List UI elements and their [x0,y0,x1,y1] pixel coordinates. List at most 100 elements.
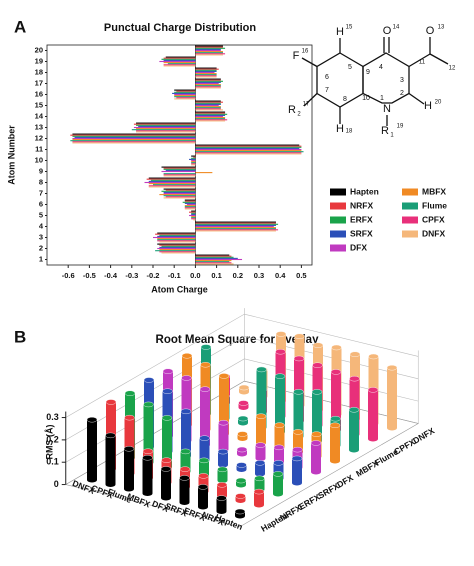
atom-label: 19 [397,124,404,130]
bar [163,173,196,175]
bar [273,473,283,494]
bar [218,451,228,465]
bar-top [162,368,174,374]
bar [195,115,223,118]
bar-top [310,440,322,446]
bond [408,92,425,105]
bar [195,222,276,224]
bar [195,74,217,76]
legend-label: MBFX [422,186,446,196]
bar-top [349,375,360,382]
bar [195,145,302,147]
legend-label: Hapten [350,186,379,196]
bar [161,245,196,247]
bar [254,478,265,490]
bar-top [311,389,323,395]
atom-label: 11 [419,60,426,66]
bar-top [274,422,285,428]
bar [133,126,196,129]
bar [191,164,196,166]
bar [195,52,223,54]
bar [274,447,284,463]
bar [133,123,196,125]
y-axis-title: Atom Number [6,125,16,185]
bar [174,89,196,91]
bar-top [218,373,230,379]
bar [293,391,304,437]
legend-swatch [402,188,418,196]
bar [176,90,196,92]
bar [195,153,302,155]
bar [105,435,116,485]
bar [195,147,300,149]
bar [72,139,196,141]
bar-top [329,422,341,428]
x-tick-label: -0.1 [168,271,181,280]
bar [136,130,196,132]
bar-top [330,416,341,422]
y-axis-title: RMS (Å) [44,425,54,460]
atom-label: 8 [343,96,347,103]
bar-top [162,388,173,394]
bar-top [218,420,229,426]
bar-top [235,477,247,484]
bond [301,57,318,68]
bar [195,113,228,115]
bar [195,254,230,256]
bar [184,206,196,208]
bar [195,68,219,70]
bar [159,60,196,63]
bar [131,129,196,131]
bar [349,409,359,450]
bar [254,491,264,505]
bar [195,47,226,49]
bar [172,92,196,94]
bar [144,181,196,184]
bar-top [291,455,303,462]
bar-top [274,373,286,379]
atom-label: 17 [303,102,310,108]
bond [303,93,318,107]
bar [163,191,196,193]
bar [195,107,221,109]
bar [387,367,397,428]
y-tick-label: 11 [35,144,43,153]
bar-top [124,390,136,396]
bar [159,244,196,246]
bar [195,82,219,85]
bar [179,477,190,503]
bar-top [105,399,117,405]
y-tick-label: 8 [39,177,43,186]
bar [155,250,196,252]
bar-top [368,353,379,360]
bar [191,210,196,212]
bar [195,221,276,223]
bar [180,451,191,472]
bar [157,240,196,242]
bar-top [255,413,267,419]
bar [195,263,234,265]
bar [148,183,196,185]
bar [193,219,196,221]
bar [124,417,135,474]
bar [167,63,196,65]
bar [174,95,196,97]
bar [136,131,196,133]
bar-top [236,446,248,453]
bar-top [275,349,286,355]
bar [195,84,221,86]
bar [200,389,210,445]
bar [136,122,196,124]
plot-frame [46,44,313,266]
bar [195,227,276,229]
x-tick-label: 0.1 [211,271,221,280]
atom-label: 2 [297,112,301,118]
x-tick-label: 0.2 [233,271,243,280]
bar [195,85,221,87]
bar-top [216,482,228,488]
bar [181,411,191,456]
bar [195,229,279,231]
bar-top [181,375,192,381]
bar [165,196,196,198]
atom-label: O [383,25,392,37]
